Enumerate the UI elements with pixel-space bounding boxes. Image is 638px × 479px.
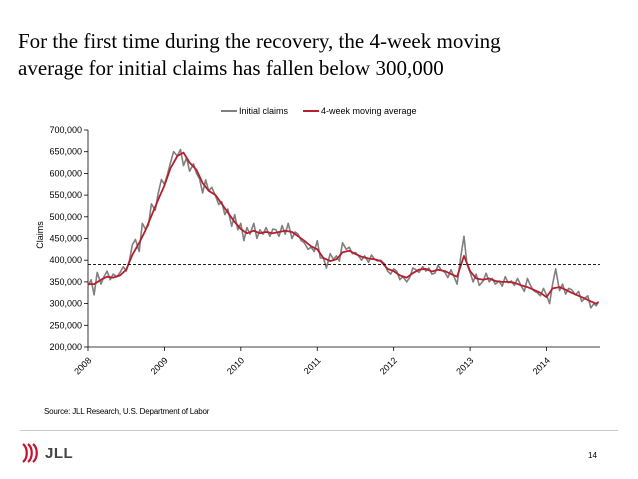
legend-label-4-week-moving-average: 4-week moving average (321, 106, 417, 116)
y-tick-label: 600,000 (49, 168, 82, 178)
y-tick-label: 400,000 (49, 255, 82, 265)
logo-text: JLL (45, 444, 74, 462)
y-tick-label: 650,000 (49, 147, 82, 157)
y-axis: 200,000 250,000 300,000 350,000 400,000 450,0… (49, 125, 89, 352)
series-layer (87, 148, 600, 309)
y-tick-label: 550,000 (49, 190, 82, 200)
y-tick-label: 350,000 (49, 277, 82, 287)
legend: Initial claims 4-week moving average (221, 106, 417, 116)
x-tick-label: 2013 (454, 355, 475, 376)
y-tick-label: 450,000 (49, 234, 82, 244)
legend-label-initial-claims: Initial claims (239, 106, 289, 116)
title-line-1: For the first time during the recovery, … (18, 29, 501, 53)
x-tick-label: 2012 (378, 355, 399, 376)
x-tick-label: 2010 (225, 355, 246, 376)
footer-divider (20, 430, 618, 431)
x-tick-label: 2009 (149, 355, 170, 376)
jll-logo-icon (22, 443, 38, 463)
series-line-4-week-moving-average (88, 151, 599, 305)
page-number: 14 (588, 451, 597, 460)
x-tick-label: 2011 (302, 355, 323, 376)
x-axis: 2008 2009 2010 2011 2012 2013 2014 (72, 346, 600, 377)
series-line-initial-claims (87, 148, 600, 309)
y-axis-label: Claims (35, 221, 45, 249)
title-line-2: average for initial claims has fallen be… (18, 56, 444, 80)
jll-logo: JLL (20, 443, 73, 463)
claims-line-chart: 200,000 250,000 300,000 350,000 400,000 450,0… (35, 106, 600, 377)
slide-title: For the first time during the recovery, … (18, 28, 618, 82)
source-note: Source: JLL Research, U.S. Department of… (44, 407, 210, 416)
y-tick-label: 200,000 (49, 342, 82, 352)
x-tick-label: 2014 (531, 355, 552, 376)
y-tick-label: 250,000 (49, 320, 82, 330)
x-tick-label: 2008 (72, 355, 93, 376)
y-tick-label: 300,000 (49, 299, 82, 309)
y-tick-label: 500,000 (49, 212, 82, 222)
y-tick-label: 700,000 (49, 125, 82, 135)
